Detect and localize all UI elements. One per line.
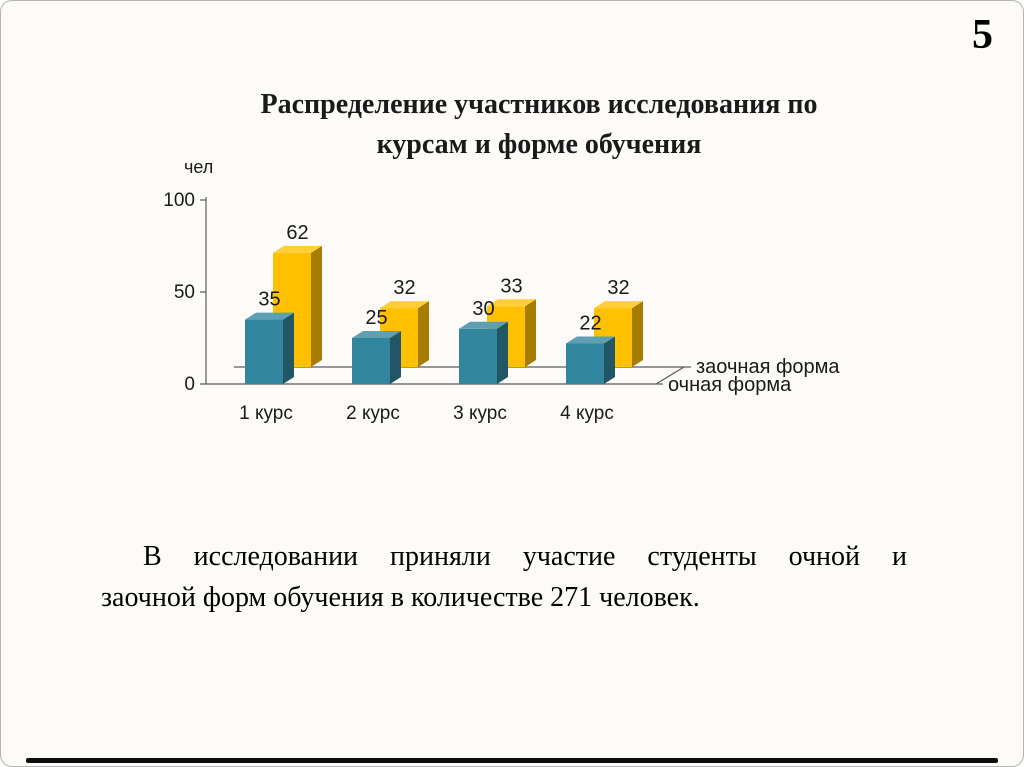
bar-chart: 0 50 100 чел 62 32 33 32 35 25 30 22 1 курс 2 курс 3 к… bbox=[163, 157, 840, 424]
y-tick-label: 100 bbox=[163, 190, 195, 211]
bar-side-face bbox=[632, 301, 643, 367]
bar-front-face bbox=[459, 328, 497, 384]
series-row-label-back: заочная форма bbox=[696, 356, 840, 378]
value-label-front: 35 bbox=[258, 289, 280, 311]
bar-side-face bbox=[311, 245, 322, 367]
value-label-back: 33 bbox=[500, 275, 522, 297]
bar-side-face bbox=[390, 331, 401, 384]
bar-top-face bbox=[594, 301, 643, 309]
y-axis-label: чел bbox=[184, 157, 213, 177]
series-row-label-front: очная форма bbox=[668, 374, 792, 396]
body-line2: заочной форм обучения в количестве 271 ч… bbox=[101, 581, 700, 613]
bar-front-face bbox=[352, 338, 390, 384]
category-label: 3 курс bbox=[453, 403, 507, 424]
bar-side-face bbox=[497, 321, 508, 384]
value-label-back: 32 bbox=[607, 277, 629, 299]
category-label: 1 курс bbox=[239, 403, 293, 424]
bar-front-face bbox=[566, 343, 604, 384]
bar-top-face bbox=[380, 301, 429, 309]
category-label: 4 курс bbox=[560, 403, 614, 424]
bar-top-face bbox=[245, 312, 294, 320]
page-number: 5 bbox=[972, 12, 993, 58]
value-label-front: 30 bbox=[472, 298, 494, 320]
chart-title-line1: Распределение участников исследования по bbox=[260, 89, 818, 120]
value-label-back: 62 bbox=[286, 222, 308, 244]
bar-top-face bbox=[273, 245, 322, 253]
y-tick-label: 0 bbox=[184, 374, 195, 395]
bar-side-face bbox=[418, 301, 429, 367]
value-label-front: 25 bbox=[365, 307, 387, 329]
bar-top-face bbox=[566, 336, 615, 344]
category-label: 2 курс bbox=[346, 403, 400, 424]
value-label-front: 22 bbox=[579, 313, 601, 335]
value-label-back: 32 bbox=[393, 277, 415, 299]
y-tick-label: 50 bbox=[174, 282, 195, 303]
chart-title-line2: курсам и форме обучения bbox=[376, 128, 702, 160]
body-line1: В исследовании приняли участие студенты … bbox=[143, 541, 907, 572]
bar-side-face bbox=[525, 299, 536, 367]
bar-top-face bbox=[352, 331, 401, 338]
bar-front-face bbox=[245, 319, 283, 384]
bar-top-face bbox=[459, 321, 508, 329]
bar-side-face bbox=[604, 336, 615, 384]
chart-title: Распределение участников исследования по… bbox=[28, 85, 1023, 165]
bar-chart-area: 0 50 100 чел 62 32 33 32 35 25 30 22 1 курс 2 курс 3 к… bbox=[151, 151, 911, 451]
bar-side-face bbox=[283, 312, 294, 384]
body-paragraph: В исследовании приняли участие студенты … bbox=[101, 537, 907, 618]
bar-top-face bbox=[487, 299, 536, 307]
bottom-border bbox=[26, 758, 998, 763]
